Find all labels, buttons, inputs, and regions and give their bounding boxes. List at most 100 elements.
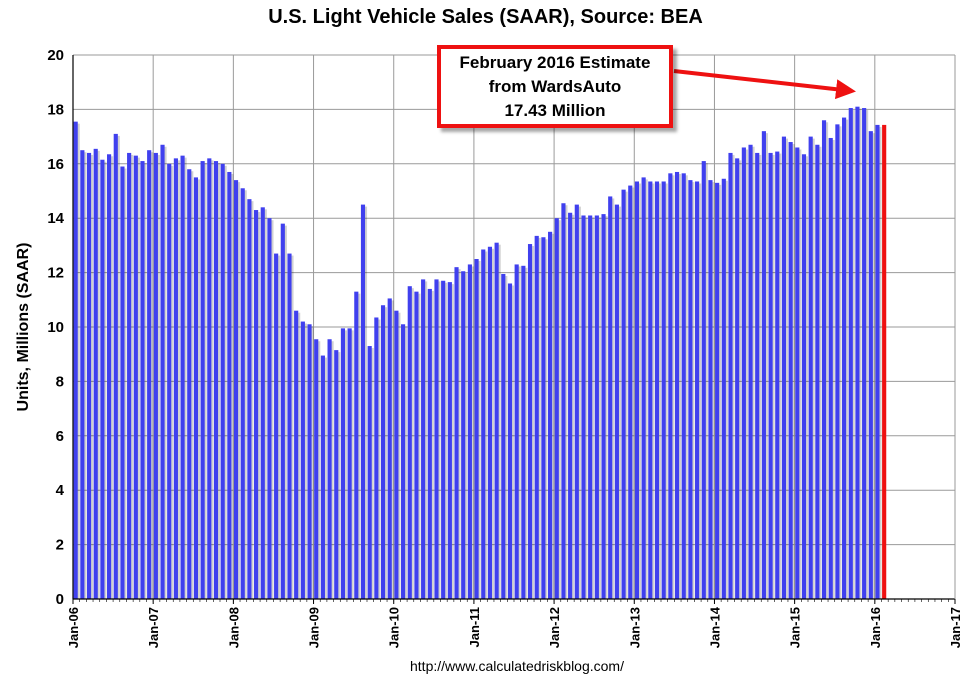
bar <box>554 218 559 599</box>
x-tick-label: Jan-16 <box>868 607 883 648</box>
y-tick-label: 2 <box>56 537 64 554</box>
bar <box>621 189 626 599</box>
bar <box>213 161 219 599</box>
bar <box>274 253 279 599</box>
bar <box>100 159 105 599</box>
bar <box>688 180 693 599</box>
bar <box>207 158 212 600</box>
bar <box>842 117 847 599</box>
annotation-line-1: February 2016 Estimate <box>459 52 651 72</box>
bar <box>828 137 833 599</box>
bar <box>193 177 199 599</box>
x-tick-label: Jan-13 <box>627 607 642 648</box>
bar <box>855 106 860 600</box>
bar <box>254 210 259 600</box>
bar <box>394 310 399 599</box>
bar <box>474 259 479 599</box>
y-tick-label: 10 <box>47 319 64 336</box>
bar <box>594 215 599 600</box>
bar <box>768 152 773 600</box>
bar <box>875 124 880 600</box>
bar <box>140 161 145 599</box>
bar <box>788 142 793 600</box>
y-tick-label: 16 <box>47 156 64 173</box>
bar <box>380 305 386 599</box>
bar <box>868 131 873 599</box>
bar <box>187 169 192 600</box>
bar <box>347 328 352 599</box>
bar <box>808 136 813 599</box>
bar <box>441 280 446 599</box>
bar <box>561 203 566 600</box>
bar <box>501 273 506 599</box>
bar <box>674 171 680 599</box>
bar <box>180 155 185 599</box>
annotation-line-2: from WardsAuto <box>488 76 622 96</box>
y-axis-label: Units, Millions (SAAR) <box>15 243 32 412</box>
bar <box>113 133 118 599</box>
bar <box>548 231 553 600</box>
y-tick-label: 14 <box>47 210 64 227</box>
bar <box>608 196 613 599</box>
x-tick-label: Jan-06 <box>66 607 81 648</box>
bar <box>387 298 392 599</box>
bar <box>127 152 132 600</box>
bar <box>374 317 379 599</box>
bar <box>514 264 519 599</box>
x-tick-label: Jan-12 <box>547 607 562 648</box>
bar <box>701 161 706 599</box>
bar <box>728 152 733 600</box>
bar <box>340 328 346 599</box>
bar <box>247 199 252 599</box>
bar <box>240 188 245 599</box>
bar <box>80 150 85 599</box>
bar <box>755 152 760 600</box>
x-tick-label: Jan-07 <box>146 607 161 648</box>
bar <box>541 237 546 600</box>
bar <box>267 218 272 599</box>
bar <box>120 166 125 599</box>
bar <box>735 158 740 600</box>
bar <box>708 180 713 599</box>
bar <box>634 181 640 600</box>
bar <box>300 321 305 599</box>
bar <box>220 163 225 600</box>
bar <box>588 215 593 600</box>
bar <box>173 158 178 600</box>
bar <box>427 288 432 599</box>
bar <box>167 163 172 600</box>
bar <box>781 136 787 599</box>
bar <box>133 155 138 599</box>
bar <box>287 253 292 599</box>
bar <box>581 215 586 600</box>
bar <box>848 108 853 599</box>
bar <box>748 144 753 599</box>
bar <box>494 242 499 599</box>
annotation-box: February 2016 Estimate from WardsAuto 17… <box>437 45 673 128</box>
y-tick-label: 0 <box>56 591 64 608</box>
x-tick-label: Jan-15 <box>788 607 803 648</box>
bar <box>227 171 232 599</box>
bar <box>661 181 666 600</box>
y-tick-label: 20 <box>47 47 64 64</box>
bar <box>487 246 493 599</box>
bar <box>461 271 466 599</box>
bar <box>434 279 439 599</box>
bar <box>367 346 372 599</box>
y-tick-label: 12 <box>47 265 64 282</box>
bars <box>73 106 887 600</box>
bar <box>614 204 619 599</box>
bar <box>447 282 452 599</box>
bar <box>360 204 366 599</box>
bar <box>695 181 700 600</box>
bar <box>654 181 660 600</box>
bar <box>421 279 426 599</box>
bar <box>314 339 319 599</box>
bar <box>821 120 827 599</box>
bar <box>354 291 359 599</box>
bar <box>280 223 285 599</box>
bar <box>320 355 325 599</box>
axes: 0 2 4 6 8 10 12 14 16 18 20 Jan-06 Jan-07 Jan-08 Jan-0… <box>47 47 963 648</box>
x-tick-label: Jan-11 <box>467 607 482 647</box>
